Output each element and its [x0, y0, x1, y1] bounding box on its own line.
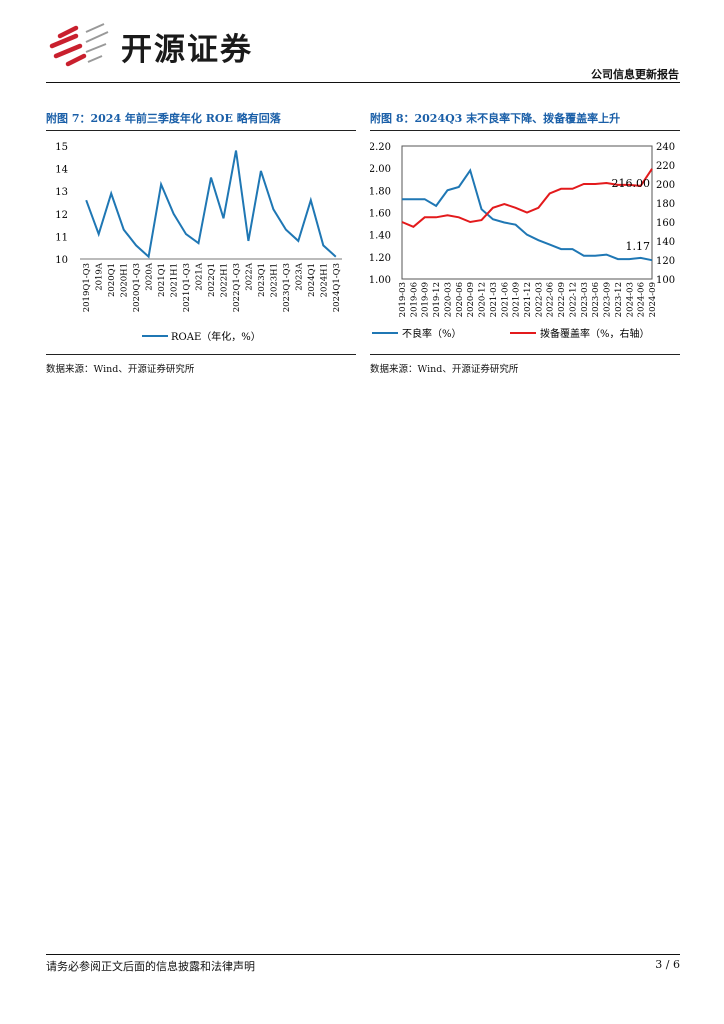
y-tick-label: 10 — [55, 255, 68, 266]
x-tick-label: 2024H1 — [319, 263, 329, 297]
y-left-tick-label: 1.60 — [370, 209, 391, 220]
figure-8-title: 附图 8：2024Q3 末不良率下降、拨备覆盖率上升 — [370, 112, 621, 125]
x-tick-label: 2020-03 — [443, 282, 453, 317]
figure-7-source: 数据来源：Wind、开源证券研究所 — [46, 364, 195, 375]
y-right-tick-label: 120 — [656, 256, 675, 267]
x-tick-label: 2023-12 — [614, 282, 624, 317]
figure-8-source: 数据来源：Wind、开源证券研究所 — [370, 364, 519, 375]
x-tick-label: 2024-03 — [625, 282, 635, 317]
y-left-tick-label: 1.80 — [370, 186, 391, 197]
x-tick-label: 2021A — [195, 262, 205, 291]
x-tick-label: 2019-12 — [432, 282, 442, 317]
plot-frame — [401, 145, 653, 280]
figure-8-top-rule — [370, 130, 680, 131]
annotation-coverage: 216.00 — [612, 177, 651, 190]
figure-7-bottom-rule — [46, 354, 356, 355]
x-tick-label: 2020A — [145, 262, 155, 291]
x-tick-label: 2022-03 — [534, 282, 544, 317]
x-tick-label: 2019Q1-Q3 — [82, 263, 92, 312]
x-tick-label: 2024Q1 — [307, 263, 317, 297]
x-tick-label: 2024Q1-Q3 — [332, 263, 342, 312]
x-tick-label: 2021-06 — [500, 282, 510, 317]
y-right-tick-label: 180 — [656, 199, 675, 210]
x-tick-label: 2023-03 — [580, 282, 590, 317]
x-tick-label: 2019A — [95, 262, 105, 291]
x-tick-label: 2022A — [244, 262, 254, 291]
x-tick-label: 2020-09 — [466, 282, 476, 317]
x-tick-label: 2019-03 — [398, 282, 408, 317]
x-tick-label: 2019-09 — [421, 282, 431, 317]
y-right-tick-label: 240 — [656, 142, 675, 153]
npl-ratio-series-line — [402, 168, 653, 262]
legend-label-npl: 不良率（%） — [402, 327, 462, 340]
x-tick-label: 2022Q1-Q3 — [232, 263, 242, 312]
company-name: 开源证券 — [121, 32, 253, 68]
y-tick-label: 14 — [55, 165, 68, 176]
x-tick-label: 2023-06 — [591, 282, 601, 317]
y-left-tick-label: 1.20 — [370, 253, 391, 264]
x-tick-label: 2021Q1 — [157, 263, 167, 297]
x-tick-label: 2021Q1-Q3 — [182, 263, 192, 312]
figure-7-title: 附图 7：2024 年前三季度年化 ROE 略有回落 — [46, 112, 281, 125]
x-tick-label: 2022-12 — [568, 282, 578, 317]
y-right-tick-label: 140 — [656, 237, 675, 248]
y-left-tick-label: 2.00 — [370, 164, 391, 175]
figure-7-top-rule — [46, 130, 356, 131]
x-tick-label: 2020-12 — [478, 282, 488, 317]
y-right-tick-label: 160 — [656, 218, 675, 229]
x-tick-label: 2020Q1 — [107, 263, 117, 297]
footer-divider — [46, 954, 680, 955]
x-tick-label: 2021H1 — [170, 263, 180, 297]
y-right-tick-label: 220 — [656, 161, 675, 172]
y-left-tick-label: 1.40 — [370, 231, 391, 242]
x-tick-label: 2021-09 — [512, 282, 522, 317]
x-tick-label: 2023Q1-Q3 — [282, 263, 292, 312]
x-tick-label: 2021-12 — [523, 282, 533, 317]
y-left-tick-label: 1.00 — [370, 275, 391, 286]
x-tick-label: 2020Q1-Q3 — [132, 263, 142, 312]
y-left-tick-label: 2.20 — [370, 142, 391, 153]
figure-8-bottom-rule — [370, 354, 680, 355]
header-divider — [46, 82, 680, 83]
x-tick-label: 2023Q1 — [257, 263, 267, 297]
x-tick-label: 2022-09 — [557, 282, 567, 317]
company-logo-icon — [49, 23, 109, 67]
y-right-tick-label: 100 — [656, 275, 675, 286]
y-right-tick-label: 200 — [656, 180, 675, 191]
page-number: 3 / 6 — [655, 958, 680, 971]
roae-series-line — [85, 150, 337, 259]
disclaimer: 请务必参阅正文后面的信息披露和法律声明 — [46, 960, 255, 973]
y-tick-label: 15 — [55, 142, 68, 153]
y-tick-label: 11 — [55, 232, 68, 243]
x-tick-label: 2023-09 — [603, 282, 613, 317]
x-tick-label: 2022H1 — [219, 263, 229, 297]
x-tick-label: 2020-06 — [455, 282, 465, 317]
x-tick-label: 2022Q1 — [207, 263, 217, 297]
annotation-npl: 1.17 — [626, 240, 651, 253]
figure-8-chart: 1.00 1.20 1.40 1.60 1.80 2.00 2.20 100 120 140 160… — [370, 142, 675, 340]
x-tick-label: 2023A — [294, 262, 304, 291]
x-tick-label: 2024-06 — [637, 282, 647, 317]
y-tick-label: 12 — [55, 210, 68, 221]
x-tick-label: 2023H1 — [269, 263, 279, 297]
x-tick-label: 2024-09 — [648, 282, 658, 317]
legend-label-coverage: 拨备覆盖率（%，右轴） — [540, 327, 650, 340]
x-tick-label: 2019-06 — [409, 282, 419, 317]
x-tick-label: 2022-06 — [546, 282, 556, 317]
x-tick-label: 2021-03 — [489, 282, 499, 317]
y-tick-label: 13 — [55, 187, 68, 198]
x-tick-label: 2020H1 — [120, 263, 130, 297]
legend-label-roae: ROAE（年化，%） — [171, 330, 261, 343]
report-type: 公司信息更新报告 — [591, 68, 679, 81]
